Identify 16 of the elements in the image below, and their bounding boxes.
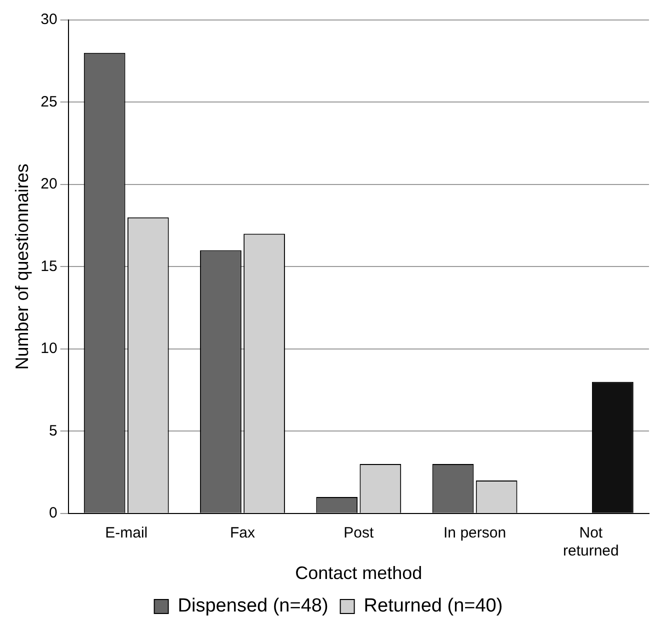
y-axis-title: Number of questionnaires xyxy=(12,164,32,370)
y-tick-label: 20 xyxy=(40,176,58,193)
x-axis-title: Contact method xyxy=(295,563,422,584)
legend-label: Dispensed (n=48) xyxy=(178,596,328,617)
legend-label: Returned (n=40) xyxy=(364,596,503,617)
y-tick-label: 0 xyxy=(48,504,58,522)
y-tick-label: 5 xyxy=(48,422,58,440)
y-tick-label: 10 xyxy=(40,340,58,358)
y-tick-label: 30 xyxy=(40,11,58,28)
x-tick-label: Fax xyxy=(230,524,256,542)
x-tick-label: Not returned xyxy=(562,524,619,560)
x-tick-label: In person xyxy=(444,524,506,542)
y-tick-label: 15 xyxy=(40,258,58,275)
y-tick-label: 25 xyxy=(40,93,58,110)
x-tick-label: Post xyxy=(344,524,374,542)
x-tick-label: E-mail xyxy=(105,524,148,542)
